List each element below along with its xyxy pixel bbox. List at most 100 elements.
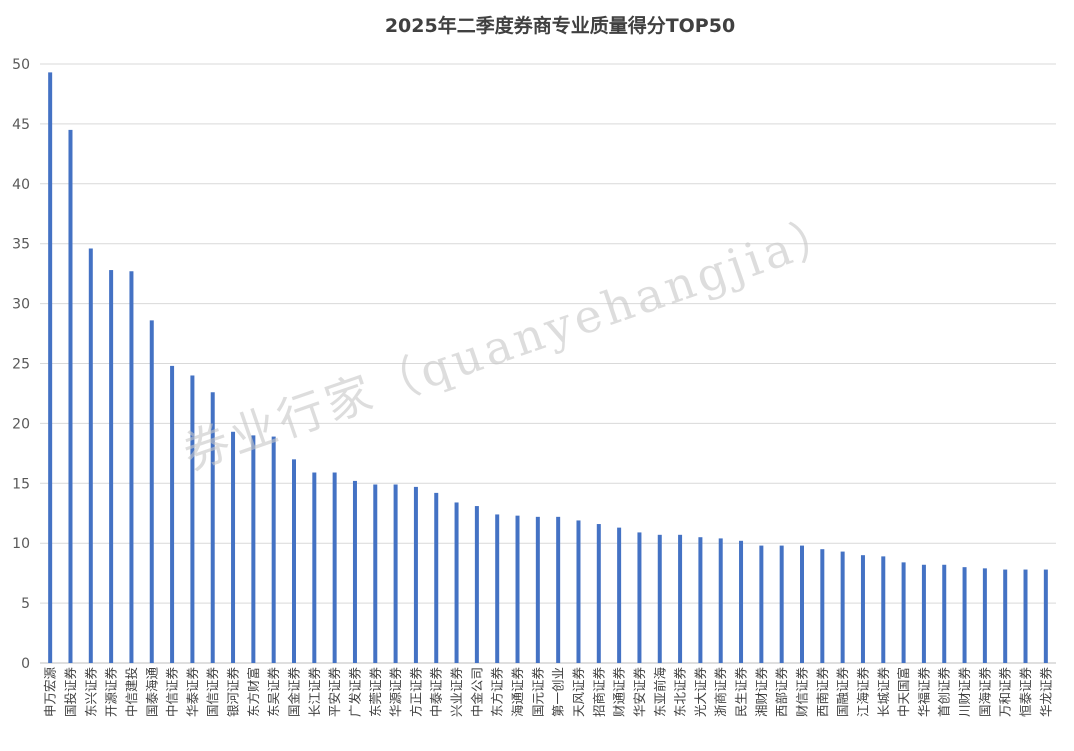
bar [759,545,764,663]
bar [495,514,500,663]
y-tick-label: 0 [21,656,30,672]
x-tick-label: 广发证券 [347,667,362,718]
y-tick-label: 10 [12,536,30,552]
x-tick-label: 东吴证券 [266,667,281,718]
bar [921,564,926,663]
x-tick-label: 兴业证券 [449,667,464,718]
bar [434,492,439,663]
bar [637,532,642,663]
bar [556,516,561,663]
x-tick-label: 东方证券 [490,667,505,718]
bar [901,562,906,663]
y-tick-label: 45 [12,117,30,133]
x-tick-label: 东兴证券 [83,667,98,718]
x-tick-label: 华福证券 [916,667,931,718]
y-tick-label: 25 [12,357,30,373]
x-tick-label: 国投证券 [63,667,78,718]
bar [1043,569,1048,663]
bar [129,271,134,663]
y-axis: 0 5 10 15 20 25 30 35 40 45 50 [12,57,30,672]
bar [352,480,357,663]
x-tick-label: 东亚前海 [652,667,667,718]
x-tick-label: 财信证券 [795,667,810,718]
bar [739,540,744,663]
bar [596,524,601,663]
y-tick-label: 30 [12,297,30,313]
bar [982,568,987,663]
bar [820,549,825,663]
x-tick-label: 天风证券 [571,667,586,718]
x-tick-label: 西南证券 [815,667,830,718]
bar [413,486,418,663]
bar [860,555,865,663]
x-tick-label: 光大证券 [693,667,708,718]
x-tick-label: 东方财富 [246,667,261,717]
x-tick-label: 国金证券 [287,667,302,718]
x-tick-label: 华源证券 [388,667,403,718]
bar [231,431,236,663]
bar [1003,569,1008,663]
bar [1023,569,1028,663]
y-tick-label: 40 [12,177,30,193]
bar [170,365,175,663]
bar [68,129,73,663]
x-tick-label: 中天国富 [896,667,911,717]
bar [535,516,540,663]
y-tick-label: 5 [21,596,30,612]
x-tick-label: 江海证券 [855,667,870,718]
x-tick-label: 第一创业 [551,667,566,717]
x-tick-label: 财通证券 [612,667,627,718]
x-tick-label: 长城证券 [876,667,891,718]
bar [312,472,317,663]
x-tick-label: 华安证券 [632,667,647,718]
bar [454,502,459,663]
bar [393,484,398,663]
x-tick-label: 民生证券 [734,667,749,718]
x-tick-label: 申万宏源 [43,667,58,718]
x-tick-label: 西部证券 [774,667,789,718]
bar [800,545,804,663]
bar [332,472,337,663]
x-tick-label: 国元证券 [530,667,545,718]
bar [474,506,479,663]
x-tick-label: 国信证券 [205,667,220,718]
bar [779,545,784,663]
bar [698,537,703,663]
bar [251,435,256,663]
y-tick-label: 35 [12,237,30,253]
x-tick-label: 方正证券 [408,667,423,718]
x-tick-label: 恒泰证券 [1018,667,1033,718]
bar [292,459,296,663]
bar [48,72,53,664]
x-tick-label: 浙商证券 [713,667,728,718]
x-tick-label: 开源证券 [104,667,119,718]
x-tick-label: 长江证券 [307,667,322,718]
x-tick-label: 银河证券 [226,667,241,718]
bar [962,567,967,663]
x-tick-label: 国海证券 [977,667,992,718]
bar [210,392,215,663]
x-tick-label: 平安证券 [327,667,342,718]
y-tick-label: 15 [12,476,30,492]
x-tick-label: 华泰证券 [185,667,200,718]
bar [515,515,520,663]
bar [88,248,93,663]
bar [678,534,683,663]
bar [657,534,662,663]
x-tick-label: 招商证券 [591,667,606,718]
bar [840,551,845,663]
x-tick-label: 中信建投 [124,667,139,717]
bar [373,484,378,663]
bar [149,320,154,663]
gridlines [40,63,1056,664]
x-tick-label: 东莞证券 [368,667,383,718]
bar [617,527,622,663]
x-tick-label: 川财证券 [957,667,972,718]
x-tick-label: 国融证券 [835,667,850,718]
x-tick-label: 海通证券 [510,667,525,718]
bar [881,556,886,663]
x-tick-label: 华龙证券 [1038,667,1053,718]
y-tick-label: 20 [12,416,30,432]
x-tick-label: 中信证券 [165,667,180,718]
